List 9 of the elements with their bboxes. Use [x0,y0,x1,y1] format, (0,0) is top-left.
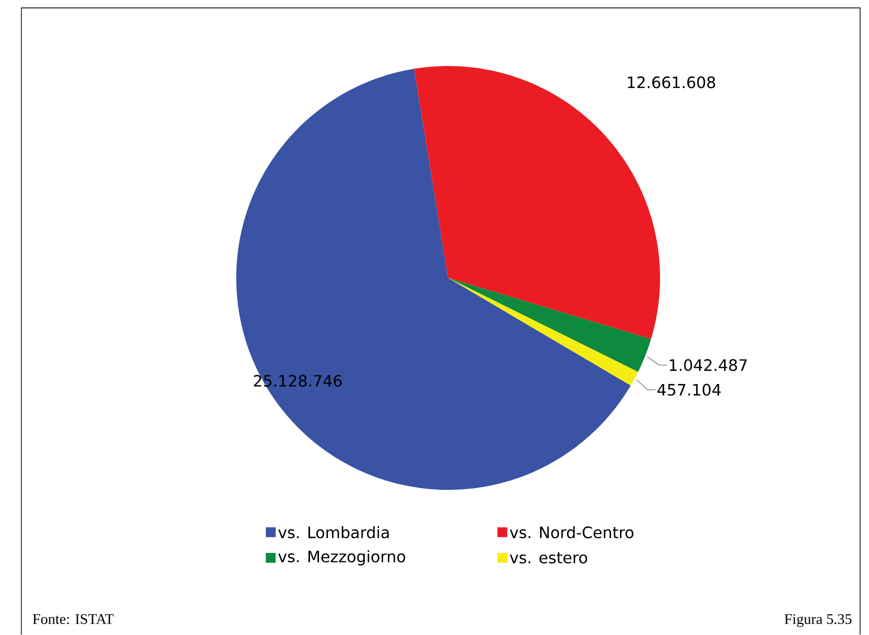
legend-label: vs. Nord-Centro [510,526,634,538]
data-label: 457.104 [657,384,721,396]
legend-label: vs. Lombardia [278,526,389,538]
legend-label: vs. estero [510,552,588,564]
text: Figura 5.35 [784,614,852,628]
legend-label: vs. Mezzogiorno [278,550,406,566]
source-note: Fonte: ISTAT [32,614,114,624]
data-label: 12.661.608 [628,76,716,88]
data-label: 1.042.487 [670,359,747,372]
